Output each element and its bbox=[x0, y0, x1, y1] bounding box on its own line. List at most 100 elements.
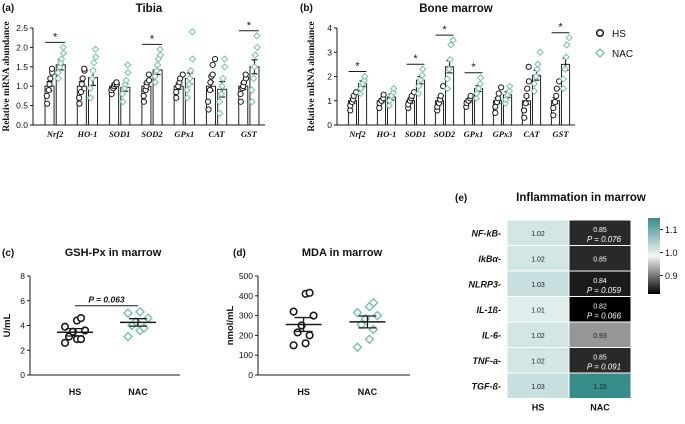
data-point-nac bbox=[185, 80, 193, 88]
data-point-hs bbox=[550, 104, 557, 112]
data-point-hs bbox=[237, 90, 244, 98]
data-point-nac bbox=[530, 80, 539, 88]
heatmap-cell-6-1 bbox=[568, 372, 632, 399]
data-point-nac bbox=[505, 87, 514, 95]
data-point-nac bbox=[352, 307, 363, 318]
data-point-hs bbox=[293, 328, 302, 337]
data-point-hs bbox=[76, 313, 86, 323]
data-point-hs bbox=[204, 98, 212, 105]
data-point-nac bbox=[156, 45, 164, 54]
heatmap-cell-0-0 bbox=[506, 219, 570, 246]
chart-title: Bone marrow bbox=[419, 3, 493, 15]
data-point-hs bbox=[113, 79, 120, 86]
data-point-nac bbox=[88, 74, 96, 83]
data-point-nac bbox=[476, 80, 485, 88]
x-tick-label-SOD1: SOD1 bbox=[109, 129, 130, 139]
data-point-hs bbox=[47, 75, 54, 82]
data-point-nac bbox=[361, 72, 369, 81]
heatmap-col-label-NAC: NAC bbox=[590, 403, 610, 413]
data-point-hs bbox=[289, 341, 298, 350]
panel-label: (d) bbox=[233, 248, 246, 259]
x-tick-label-NAC: NAC bbox=[358, 387, 378, 397]
x-tick-label-CAT: CAT bbox=[209, 129, 226, 139]
significance-star: * bbox=[471, 62, 476, 74]
data-point-nac bbox=[91, 45, 100, 54]
heatmap-value: 1.02 bbox=[531, 358, 545, 365]
data-point-hs bbox=[237, 98, 244, 105]
heatmap-value: 0.85 bbox=[593, 354, 607, 361]
data-point-hs bbox=[289, 307, 298, 316]
data-point-nac bbox=[449, 36, 457, 44]
y-axis-label: Relative mRNA abundance bbox=[307, 21, 317, 131]
data-point-nac bbox=[218, 82, 226, 90]
heatmap-pvalue: P = 0.091 bbox=[587, 362, 621, 371]
data-point-nac bbox=[54, 68, 62, 77]
data-point-hs bbox=[207, 79, 214, 86]
data-point-nac bbox=[390, 84, 398, 93]
data-point-nac bbox=[445, 65, 453, 73]
data-point-hs bbox=[305, 288, 314, 297]
data-point-nac bbox=[251, 51, 259, 59]
y-tick-label: 4 bbox=[327, 23, 332, 33]
data-point-nac bbox=[532, 72, 540, 81]
data-point-nac bbox=[220, 55, 229, 63]
heatmap-value: 1.03 bbox=[531, 282, 545, 289]
data-point-nac bbox=[414, 89, 423, 98]
data-point-hs bbox=[77, 88, 85, 96]
data-point-nac bbox=[221, 63, 229, 71]
y-tick-label: 0 bbox=[248, 370, 253, 380]
y-tick-label: 8 bbox=[20, 271, 25, 281]
data-point-nac bbox=[248, 86, 256, 94]
p-value-annotation: P = 0.063 bbox=[88, 295, 125, 305]
data-point-hs bbox=[209, 71, 216, 78]
data-point-nac bbox=[562, 53, 570, 61]
data-point-hs bbox=[525, 78, 533, 85]
x-tick-label-CAT: CAT bbox=[523, 129, 540, 139]
colorbar bbox=[648, 218, 660, 294]
y-tick-label: 2.5 bbox=[16, 23, 28, 33]
data-point-nac bbox=[385, 101, 394, 110]
significance-star: * bbox=[53, 31, 58, 43]
data-point-nac bbox=[250, 63, 259, 71]
data-point-nac bbox=[54, 74, 63, 83]
x-tick-label-GPx3: GPx3 bbox=[493, 129, 514, 139]
y-tick-label: 1.0 bbox=[16, 81, 28, 91]
data-point-nac bbox=[156, 51, 165, 59]
significance-star: * bbox=[442, 24, 447, 36]
y-tick-label: 100 bbox=[239, 350, 253, 360]
data-point-nac bbox=[368, 324, 379, 335]
data-point-nac bbox=[364, 334, 375, 345]
data-point-hs bbox=[145, 71, 152, 78]
data-point-nac bbox=[565, 33, 573, 42]
x-tick-label-HO-1: HO-1 bbox=[77, 129, 98, 139]
data-point-nac bbox=[188, 55, 197, 63]
data-point-hs bbox=[522, 100, 529, 107]
data-point-nac bbox=[215, 98, 224, 106]
data-point-hs bbox=[380, 91, 387, 98]
legend-nac-label: NAC bbox=[612, 49, 633, 60]
significance-star: * bbox=[558, 22, 563, 34]
data-point-nac bbox=[153, 61, 162, 69]
data-point-hs bbox=[495, 90, 502, 97]
data-point-hs bbox=[242, 71, 249, 78]
x-tick-label-SOD2: SOD2 bbox=[141, 129, 163, 139]
x-tick-label-HS: HS bbox=[297, 387, 310, 397]
data-point-nac bbox=[414, 82, 423, 90]
data-point-nac bbox=[253, 43, 261, 52]
data-point-nac bbox=[443, 84, 452, 93]
heatmap-value: 0.84 bbox=[593, 278, 607, 285]
bar-nac-GST bbox=[560, 63, 571, 126]
data-point-nac bbox=[443, 75, 452, 83]
y-tick-label: 300 bbox=[239, 311, 253, 321]
legend-hs-label: HS bbox=[612, 29, 626, 40]
heatmap-row-label-5: TNF-a- bbox=[473, 356, 502, 366]
data-point-nac bbox=[124, 68, 132, 77]
data-point-hs bbox=[209, 61, 216, 68]
data-point-nac bbox=[418, 71, 427, 79]
x-tick-label-SOD2: SOD2 bbox=[434, 129, 456, 139]
chart-title: GSH-Px in marrow bbox=[65, 247, 162, 259]
y-tick-label: 2.0 bbox=[16, 42, 28, 52]
significance-star: * bbox=[413, 53, 418, 65]
data-point-hs bbox=[78, 81, 85, 88]
